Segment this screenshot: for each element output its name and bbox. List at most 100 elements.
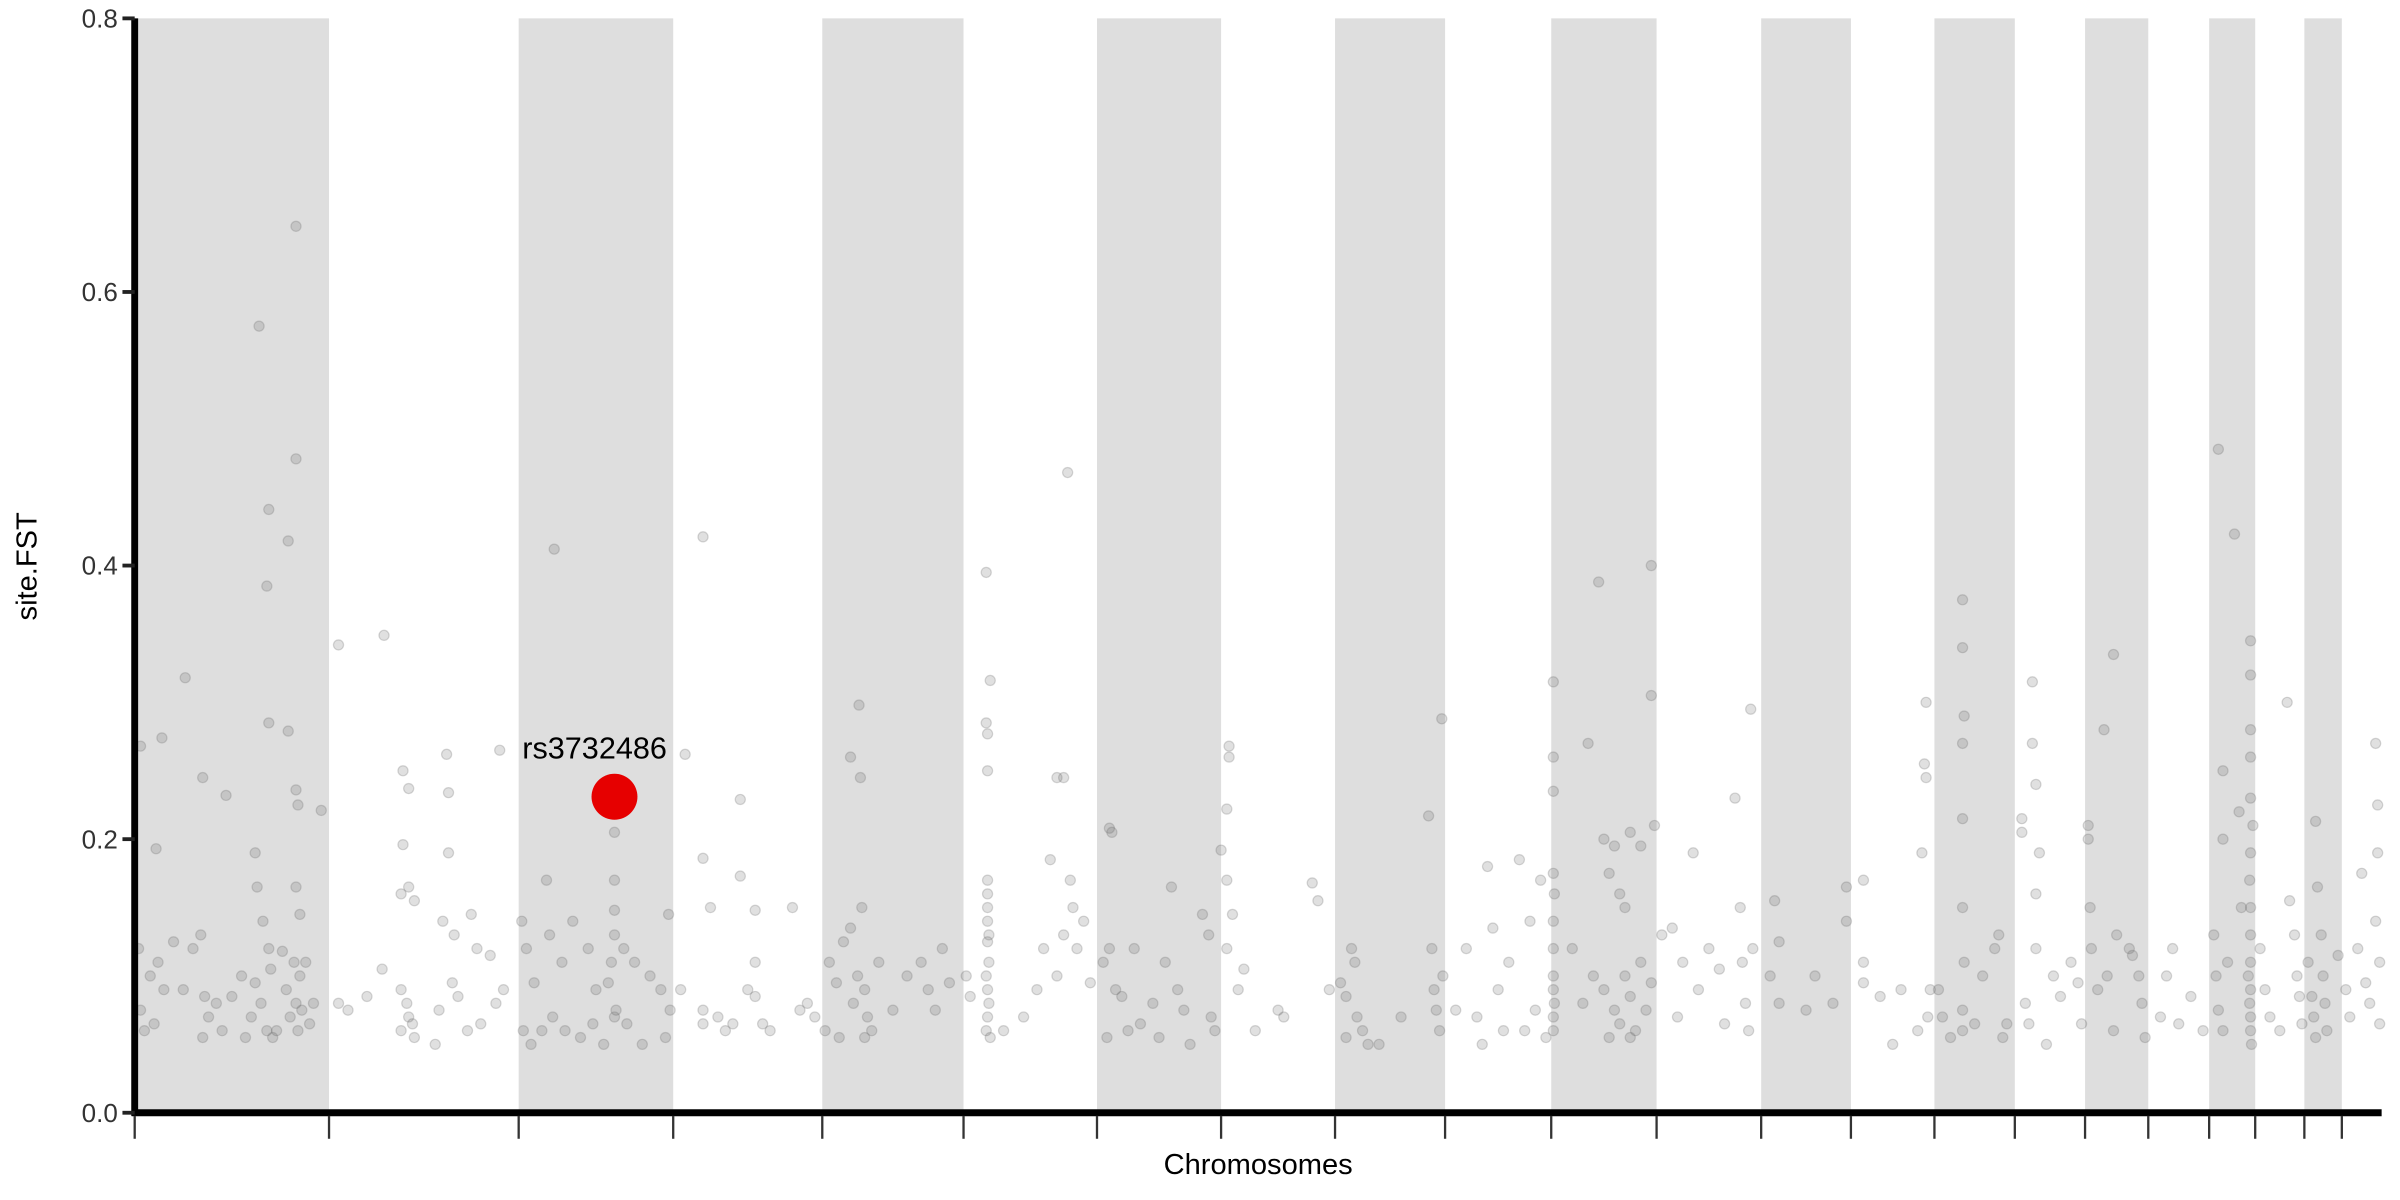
data-point <box>2371 799 2384 811</box>
y-tick-label: 0.2 <box>82 824 118 854</box>
data-point <box>1430 1004 1442 1016</box>
data-point <box>1116 990 1128 1003</box>
data-point <box>2030 778 2042 791</box>
data-point <box>2185 990 2197 1003</box>
data-point <box>332 639 345 651</box>
data-point <box>267 1031 279 1044</box>
data-point <box>520 942 533 955</box>
data-point <box>1433 1025 1446 1037</box>
data-point <box>697 852 709 864</box>
data-point <box>249 847 261 859</box>
data-point <box>922 983 934 996</box>
data-point <box>408 1031 421 1044</box>
data-point <box>844 922 857 934</box>
data-point <box>263 942 275 955</box>
chromosome-band-9 <box>1335 18 1446 1113</box>
data-point <box>983 929 995 941</box>
data-point <box>288 956 300 968</box>
data-point <box>1956 1025 1969 1037</box>
data-point <box>1249 1025 1261 1037</box>
data-point <box>662 908 675 921</box>
data-point <box>280 983 292 996</box>
data-point <box>401 997 413 1009</box>
data-point <box>1031 983 1043 996</box>
data-point <box>2023 1018 2035 1030</box>
data-point <box>1629 1025 1642 1037</box>
data-point <box>395 983 407 996</box>
data-point <box>1503 956 1515 968</box>
data-point <box>1395 1011 1407 1023</box>
data-point <box>1221 803 1233 815</box>
data-point <box>1768 895 1781 907</box>
data-point <box>2098 724 2110 736</box>
data-point <box>332 997 345 1009</box>
data-point <box>294 970 306 982</box>
data-point <box>1764 970 1776 982</box>
data-point <box>2315 929 2327 941</box>
data-point <box>2244 635 2257 647</box>
data-point <box>216 1025 228 1037</box>
data-point <box>1209 1025 1221 1037</box>
data-point <box>465 908 477 921</box>
data-point <box>1312 895 1324 907</box>
data-point <box>2197 1025 2209 1037</box>
data-point <box>628 956 641 968</box>
data-point <box>981 915 994 927</box>
data-point <box>263 717 275 729</box>
data-point <box>980 1025 992 1037</box>
data-point <box>1349 956 1361 968</box>
data-point <box>980 566 992 579</box>
data-point <box>403 881 415 893</box>
data-point <box>2302 956 2314 968</box>
data-point <box>257 915 269 927</box>
chromosome-band-21 <box>2304 18 2342 1113</box>
data-point <box>1598 833 1610 845</box>
data-point <box>2274 1025 2286 1037</box>
data-point <box>854 771 867 784</box>
data-point <box>156 732 168 744</box>
data-point <box>2033 847 2046 859</box>
data-point <box>1097 956 1109 968</box>
data-point <box>2101 970 2113 982</box>
data-point <box>587 1018 599 1030</box>
data-point <box>1827 997 1839 1009</box>
data-point <box>1619 970 1631 982</box>
data-point <box>543 929 556 941</box>
data-point <box>664 1004 676 1016</box>
data-point <box>1422 810 1435 822</box>
data-point <box>406 1018 419 1030</box>
data-point <box>282 725 294 737</box>
data-point <box>734 793 746 806</box>
data-point <box>1956 901 1969 914</box>
y-tick-label: 0.0 <box>82 1098 118 1128</box>
data-point <box>195 929 207 941</box>
data-point <box>290 784 302 796</box>
data-point <box>1547 785 1559 797</box>
data-point <box>1989 942 2001 955</box>
data-point <box>403 1011 415 1023</box>
data-point <box>361 990 373 1003</box>
data-point <box>1221 874 1233 886</box>
data-point <box>2245 1038 2258 1051</box>
data-point <box>1476 1038 1488 1051</box>
data-point <box>1203 929 1215 941</box>
data-point <box>1106 826 1118 838</box>
chromosome-band-5 <box>822 18 964 1113</box>
data-point <box>1128 942 1140 955</box>
data-point <box>2306 990 2318 1003</box>
data-point <box>1524 915 1536 927</box>
data-point <box>494 744 506 756</box>
data-point <box>1745 703 1757 715</box>
data-point <box>1566 942 1578 955</box>
data-point <box>397 765 409 777</box>
y-tick-label: 0.4 <box>82 551 118 581</box>
data-point <box>395 888 407 900</box>
data-point <box>448 929 460 941</box>
axes: 0.0 0.2 0.4 0.6 0.8 <box>82 4 2382 1139</box>
data-point <box>1064 874 1076 886</box>
data-point <box>2356 867 2368 880</box>
data-point <box>547 1011 559 1023</box>
data-point <box>1936 1011 1949 1023</box>
data-point <box>727 1018 739 1030</box>
data-point <box>1356 1025 1369 1037</box>
